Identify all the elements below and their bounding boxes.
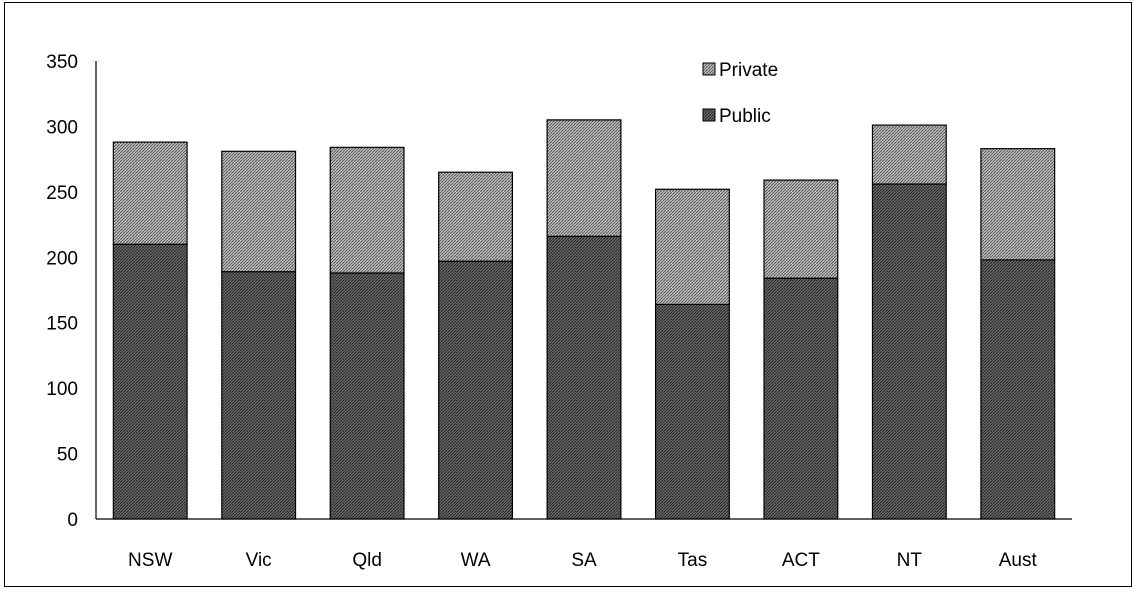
- x-tick-label: NT: [897, 550, 923, 571]
- bar-private-sa: [546, 119, 622, 237]
- x-tick-label: Vic: [246, 550, 272, 571]
- bar-public-tas: [654, 303, 730, 520]
- legend-swatch-private: [702, 62, 716, 76]
- y-tick-label: 150: [46, 314, 78, 335]
- bar-public-sa: [546, 235, 622, 520]
- legend-label-private: Private: [719, 60, 778, 81]
- x-tick-label: NSW: [128, 550, 172, 571]
- bar-public-qld: [329, 272, 405, 520]
- bars: [112, 119, 1056, 520]
- bar-public-wa: [438, 260, 514, 520]
- y-tick-label: 100: [46, 379, 78, 400]
- x-tick-label: WA: [461, 550, 491, 571]
- x-tick-label: SA: [571, 550, 597, 571]
- bar-private-vic: [221, 150, 297, 273]
- bar-private-nsw: [112, 141, 188, 245]
- y-tick-label: 200: [46, 248, 78, 269]
- bar-private-wa: [438, 171, 514, 262]
- bar-public-vic: [221, 271, 297, 520]
- bar-private-tas: [654, 188, 730, 305]
- y-tick-label: 250: [46, 183, 78, 204]
- x-tick-labels: NSW Vic Qld WA SA Tas ACT NT Aust: [128, 550, 1037, 571]
- bar-private-act: [763, 179, 839, 279]
- bar-private-aust: [980, 148, 1056, 261]
- legend-label-public: Public: [719, 106, 771, 127]
- bar-public-aust: [980, 259, 1056, 520]
- x-tick-label: Qld: [352, 550, 382, 571]
- y-tick-labels: 0 50 100 150 200 250 300 350: [46, 52, 78, 531]
- x-tick-label: ACT: [782, 550, 820, 571]
- bar-private-qld: [329, 146, 405, 274]
- bar-public-act: [763, 277, 839, 520]
- y-tick-label: 50: [57, 445, 78, 466]
- y-tick-label: 350: [46, 52, 78, 73]
- bar-public-nt: [871, 183, 947, 520]
- x-tick-label: Tas: [678, 550, 708, 571]
- bar-private-nt: [871, 124, 947, 185]
- legend: Private Public: [702, 60, 778, 127]
- bar-public-nsw: [112, 243, 188, 520]
- legend-swatch-public: [702, 108, 716, 122]
- y-tick-label: 0: [67, 510, 78, 531]
- x-tick-label: Aust: [999, 550, 1038, 571]
- y-tick-label: 300: [46, 117, 78, 138]
